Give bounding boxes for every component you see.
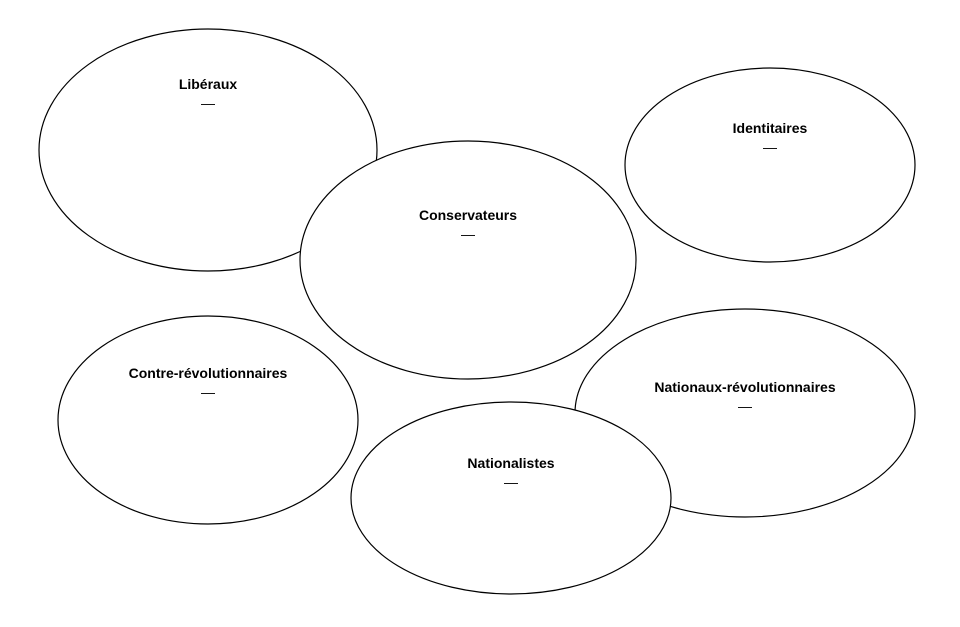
conservateurs-label: Conservateurs <box>419 207 517 223</box>
liberaux-label: Libéraux <box>179 76 238 92</box>
identitaires-label: Identitaires <box>733 120 808 136</box>
conservateurs-dash: — <box>461 226 475 242</box>
contre-revolutionnaires-ellipse <box>57 315 359 525</box>
liberaux-dash: — <box>201 95 215 111</box>
nationaux-revolutionnaires-dash: — <box>738 398 752 414</box>
group-liberaux: Libéraux — <box>38 28 378 272</box>
identitaires-dash: — <box>763 139 777 155</box>
identitaires-ellipse <box>624 67 916 263</box>
contre-revolutionnaires-dash: — <box>201 384 215 400</box>
group-contre-revolutionnaires: Contre-révolutionnaires — <box>57 315 359 525</box>
conservateurs-ellipse <box>299 140 637 380</box>
contre-revolutionnaires-label: Contre-révolutionnaires <box>129 365 288 381</box>
group-conservateurs: Conservateurs — <box>299 140 637 380</box>
nationalistes-dash: — <box>504 474 518 490</box>
nationaux-revolutionnaires-label: Nationaux-révolutionnaires <box>654 379 835 395</box>
liberaux-ellipse <box>38 28 378 272</box>
group-identitaires: Identitaires — <box>624 67 916 263</box>
nationalistes-label: Nationalistes <box>467 455 554 471</box>
nationalistes-ellipse <box>350 401 672 595</box>
group-nationalistes: Nationalistes — <box>350 401 672 595</box>
